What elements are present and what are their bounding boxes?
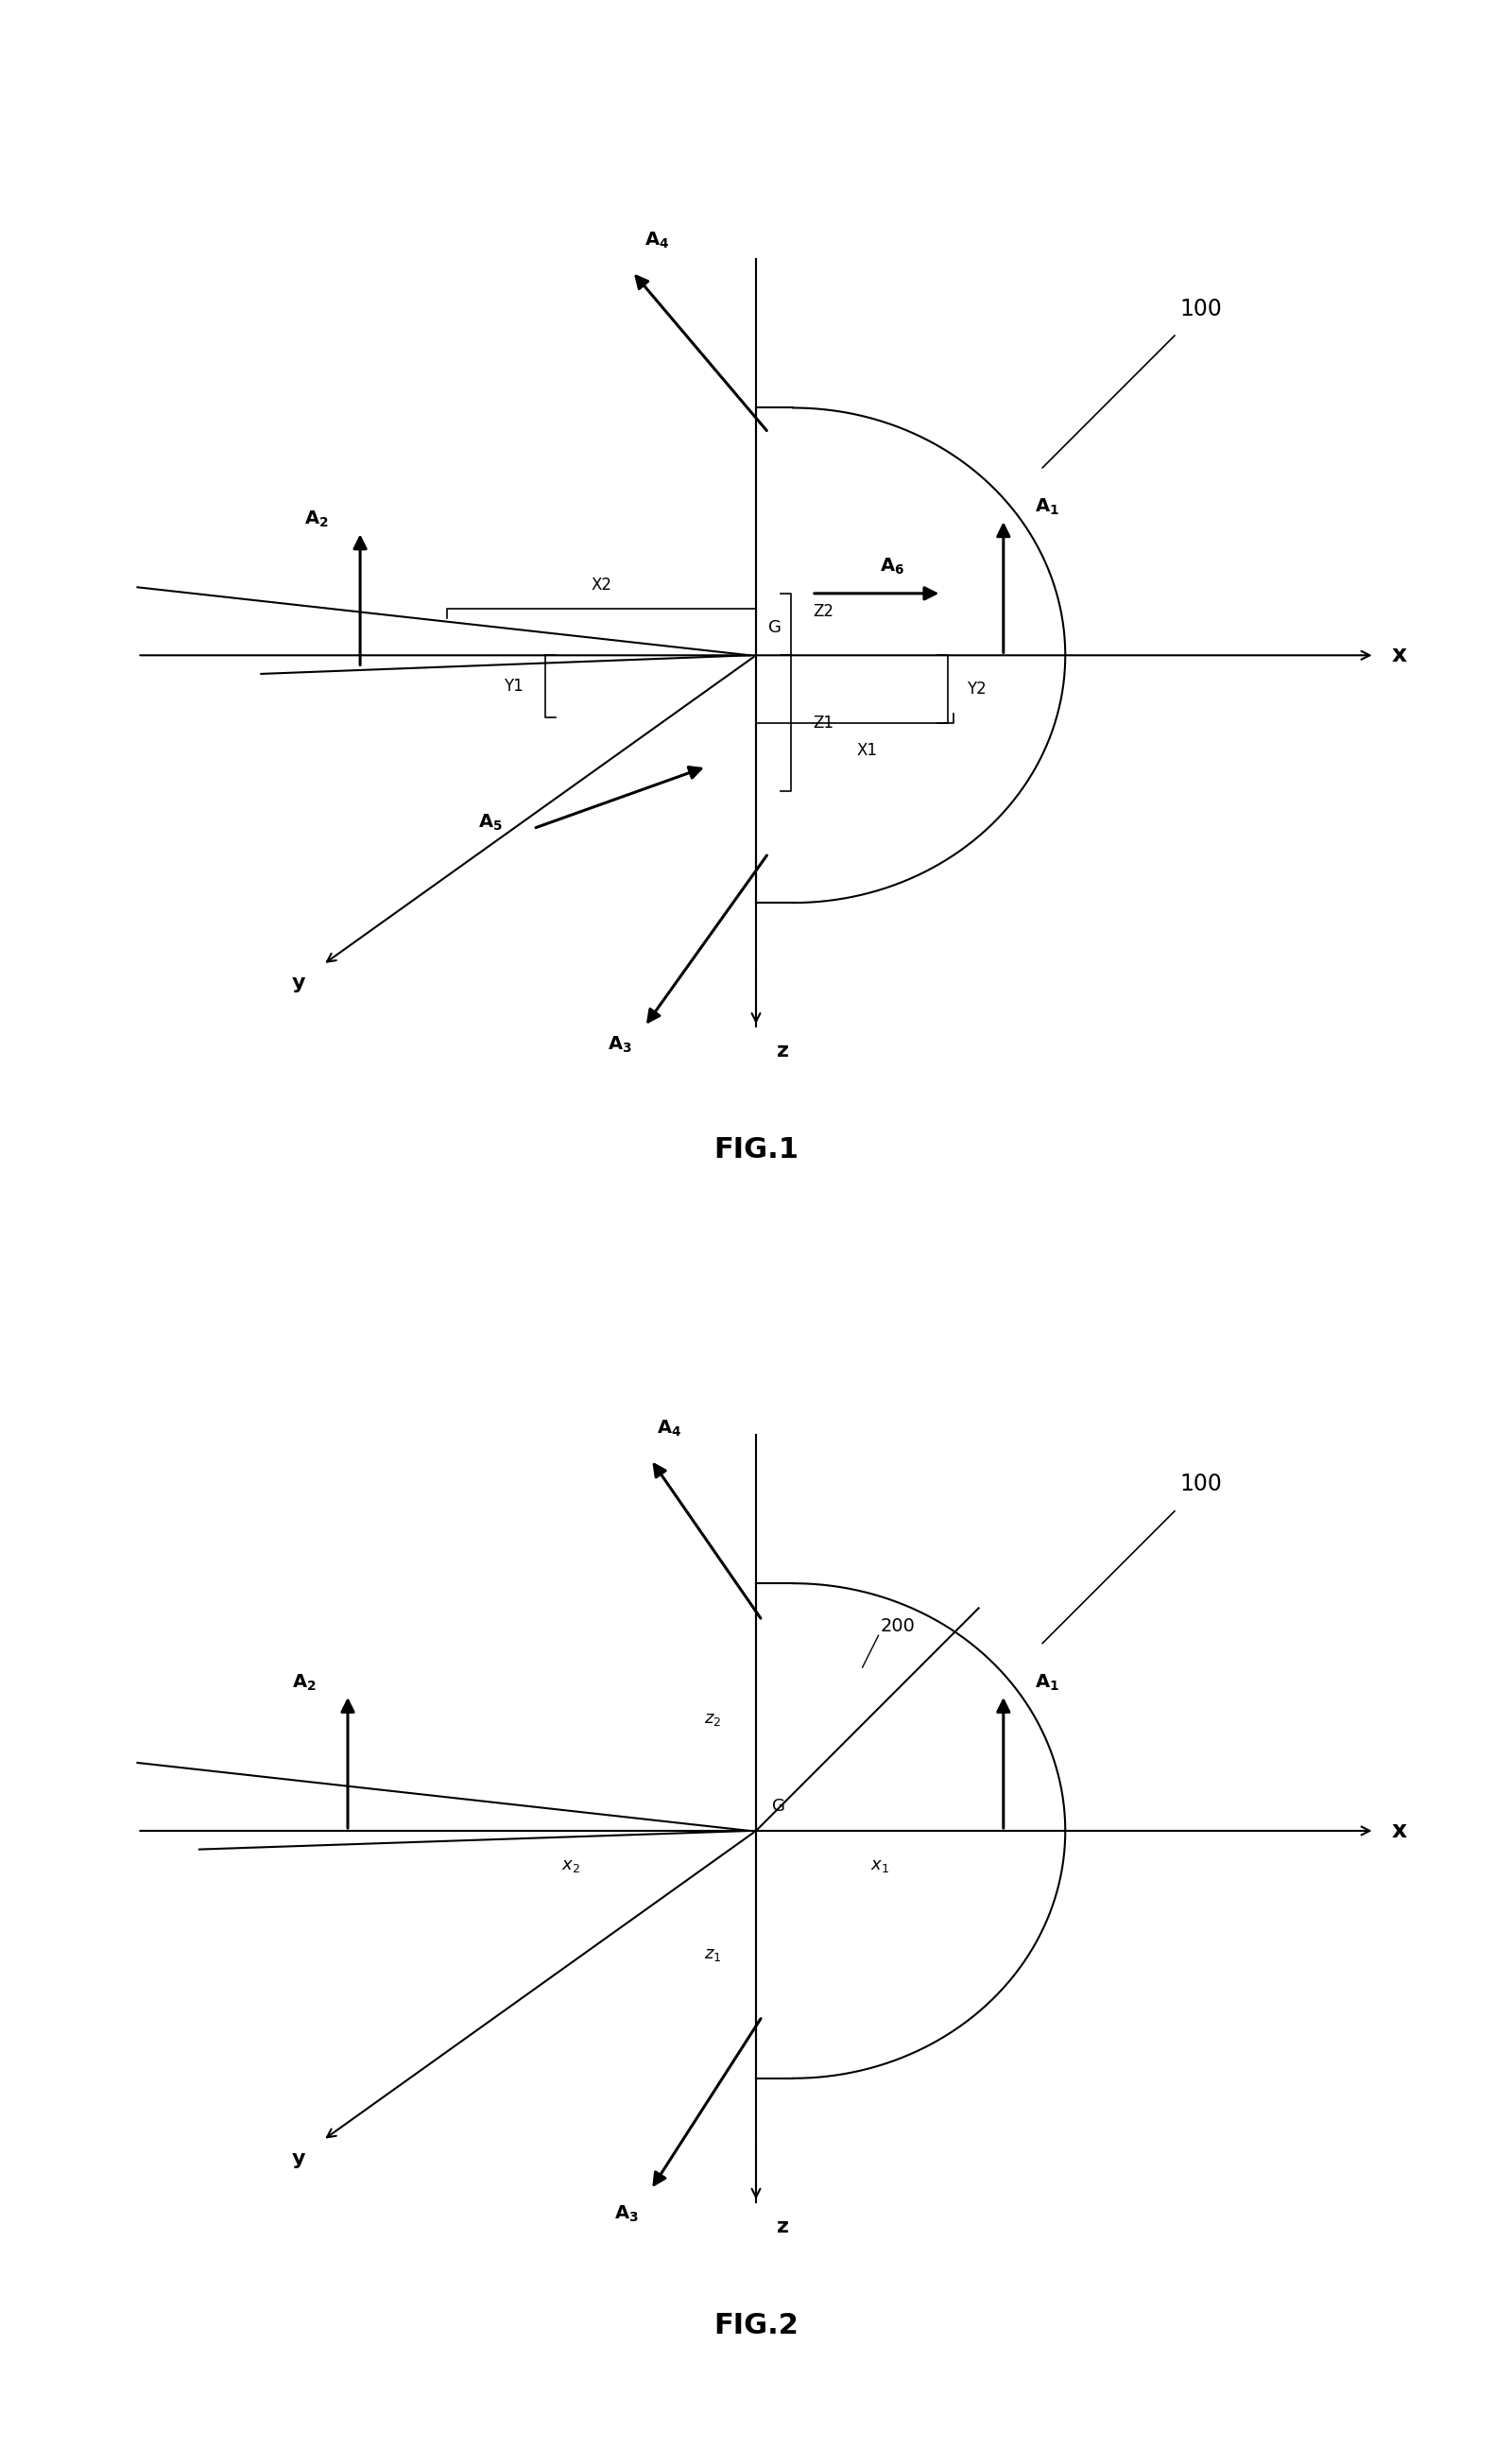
Text: y: y <box>292 2150 305 2167</box>
Text: G: G <box>771 1798 785 1815</box>
Text: z: z <box>777 2216 789 2236</box>
Text: Y1: Y1 <box>503 678 523 696</box>
Text: FIG.1: FIG.1 <box>714 1136 798 1163</box>
Text: Y2: Y2 <box>966 681 986 698</box>
Text: $\mathbf{A_2}$: $\mathbf{A_2}$ <box>292 1673 316 1692</box>
Text: y: y <box>292 975 305 992</box>
Text: $x_2$: $x_2$ <box>561 1856 579 1873</box>
Text: x: x <box>1391 644 1406 666</box>
Text: X2: X2 <box>591 576 612 593</box>
Text: $\mathbf{A_4}$: $\mathbf{A_4}$ <box>644 230 670 250</box>
Text: $\mathbf{A_6}$: $\mathbf{A_6}$ <box>880 556 904 576</box>
Text: $\mathbf{A_3}$: $\mathbf{A_3}$ <box>614 2204 638 2224</box>
Text: $x_1$: $x_1$ <box>871 1856 889 1873</box>
Text: x: x <box>1391 1820 1406 1842</box>
Text: 100: 100 <box>1181 1472 1223 1496</box>
Text: G: G <box>768 620 782 637</box>
Text: $\mathbf{A_4}$: $\mathbf{A_4}$ <box>658 1418 682 1438</box>
Text: Z2: Z2 <box>813 602 833 620</box>
Text: X1: X1 <box>857 742 878 759</box>
Text: $z_1$: $z_1$ <box>705 1947 721 1964</box>
Text: 100: 100 <box>1181 296 1223 321</box>
Text: $\mathbf{A_3}$: $\mathbf{A_3}$ <box>608 1036 632 1056</box>
Text: $\mathbf{A_5}$: $\mathbf{A_5}$ <box>478 813 502 833</box>
Text: $\mathbf{A_2}$: $\mathbf{A_2}$ <box>305 509 330 529</box>
Text: 200: 200 <box>881 1619 916 1636</box>
Text: $z_2$: $z_2$ <box>705 1712 721 1729</box>
Text: z: z <box>777 1041 789 1060</box>
Text: $\mathbf{A_1}$: $\mathbf{A_1}$ <box>1034 497 1058 517</box>
Text: FIG.2: FIG.2 <box>714 2312 798 2339</box>
Text: Z1: Z1 <box>813 715 833 732</box>
Text: $\mathbf{A_1}$: $\mathbf{A_1}$ <box>1034 1673 1058 1692</box>
